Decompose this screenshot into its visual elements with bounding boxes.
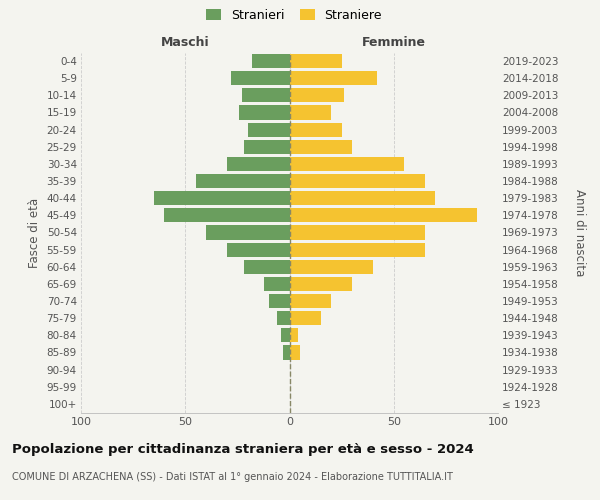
Bar [290, 174, 425, 188]
Bar [265, 277, 290, 291]
Bar [196, 174, 290, 188]
Bar [244, 260, 290, 274]
Bar [290, 208, 477, 222]
Bar [281, 328, 290, 342]
Bar [290, 294, 331, 308]
Bar [290, 311, 321, 325]
Bar [290, 260, 373, 274]
Text: Popolazione per cittadinanza straniera per età e sesso - 2024: Popolazione per cittadinanza straniera p… [12, 442, 474, 456]
Bar [252, 54, 290, 68]
Bar [277, 311, 290, 325]
Text: Maschi: Maschi [161, 36, 209, 49]
Bar [242, 88, 290, 102]
Bar [231, 71, 290, 85]
Bar [248, 122, 290, 136]
Bar [239, 106, 290, 120]
Bar [269, 294, 290, 308]
Bar [290, 226, 425, 239]
Bar [154, 191, 290, 205]
Bar [290, 242, 425, 256]
Bar [164, 208, 290, 222]
Bar [290, 157, 404, 171]
Bar [206, 226, 290, 239]
Bar [227, 242, 290, 256]
Bar [290, 54, 341, 68]
Bar [290, 277, 352, 291]
Bar [290, 191, 436, 205]
Bar [290, 122, 341, 136]
Legend: Stranieri, Straniere: Stranieri, Straniere [206, 8, 382, 22]
Bar [290, 140, 352, 154]
Bar [244, 140, 290, 154]
Bar [290, 88, 344, 102]
Bar [227, 157, 290, 171]
Bar [290, 106, 331, 120]
Text: Femmine: Femmine [362, 36, 426, 49]
Bar [283, 346, 290, 360]
Bar [290, 346, 300, 360]
Y-axis label: Anni di nascita: Anni di nascita [573, 189, 586, 276]
Text: COMUNE DI ARZACHENA (SS) - Dati ISTAT al 1° gennaio 2024 - Elaborazione TUTTITAL: COMUNE DI ARZACHENA (SS) - Dati ISTAT al… [12, 472, 453, 482]
Bar [290, 328, 298, 342]
Y-axis label: Fasce di età: Fasce di età [28, 198, 41, 268]
Bar [290, 71, 377, 85]
